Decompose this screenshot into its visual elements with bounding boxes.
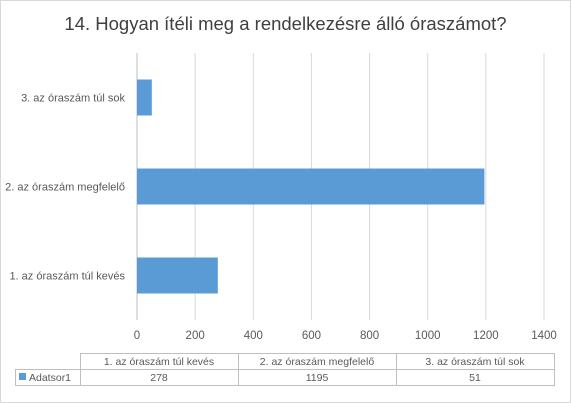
data-table: 1. az óraszám túl kevés 2. az óraszám me… [15, 353, 555, 386]
x-tick-label: 1000 [415, 330, 441, 342]
category-label-3: 3. az óraszám túl sok [21, 93, 125, 105]
table-header-cat-1: 1. az óraszám túl kevés [79, 353, 239, 370]
category-labels: 1. az óraszám túl kevés 2. az óraszám meg… [5, 93, 125, 283]
table-series-cell: Adatsor1 [15, 369, 81, 386]
bar-3 [137, 79, 152, 116]
bar-plot: 0 200 400 600 800 1000 1200 1400 1. az óraszám … [5, 53, 557, 342]
bar-1 [137, 257, 218, 294]
chart-title: 14. Hogyan ítéli meg a rendelkezésre áll… [64, 13, 507, 34]
x-tick-label: 800 [360, 330, 379, 342]
table-value-cat-1: 278 [79, 369, 239, 386]
table-row: Adatsor1 278 1195 51 [15, 369, 555, 386]
x-axis-ticks: 0 200 400 600 800 1000 1200 1400 [134, 330, 557, 342]
table-corner-cell [15, 353, 81, 370]
category-label-2: 2. az óraszám megfelelő [5, 182, 125, 194]
table-header-cat-2: 2. az óraszám megfelelő [237, 353, 397, 370]
table-header-cat-3: 3. az óraszám túl sok [395, 353, 555, 370]
legend-key-icon [19, 373, 26, 381]
x-tick-label: 1400 [531, 330, 557, 342]
table-header-row: 1. az óraszám túl kevés 2. az óraszám me… [15, 353, 555, 370]
x-tick-label: 1200 [473, 330, 499, 342]
table-value-cat-2: 1195 [237, 369, 397, 386]
table-value-cat-3: 51 [395, 369, 555, 386]
bars [137, 79, 485, 294]
x-tick-label: 400 [244, 330, 263, 342]
category-label-1: 1. az óraszám túl kevés [9, 271, 125, 283]
x-tick-label: 600 [302, 330, 321, 342]
series-name: Adatsor1 [29, 371, 72, 384]
x-tick-label: 200 [186, 330, 205, 342]
bar-2 [137, 168, 485, 205]
x-tick-label: 0 [134, 330, 140, 342]
